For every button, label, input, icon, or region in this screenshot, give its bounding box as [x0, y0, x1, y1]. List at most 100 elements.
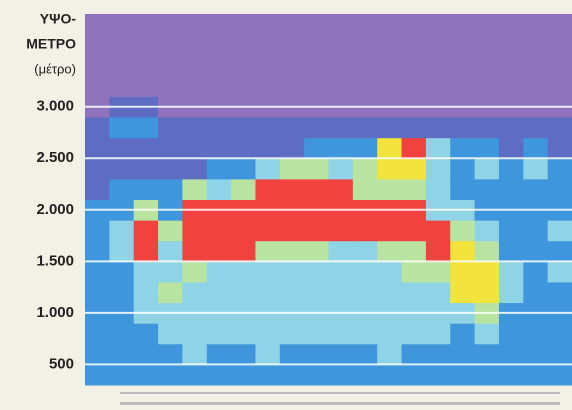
- heat-cell: [426, 261, 451, 282]
- heat-cell: [426, 282, 451, 303]
- heat-cell: [109, 241, 134, 262]
- heat-cell: [207, 282, 232, 303]
- heat-cell: [255, 179, 280, 200]
- heat-cell: [280, 261, 305, 282]
- heat-cell: [402, 323, 427, 344]
- heat-cell: [329, 179, 354, 200]
- heat-cell: [499, 241, 524, 262]
- heat-cell: [475, 282, 500, 303]
- heat-cell: [85, 55, 110, 76]
- heat-cell: [255, 14, 280, 35]
- heat-cell: [85, 117, 110, 138]
- heat-cell: [280, 323, 305, 344]
- heat-cell: [280, 14, 305, 35]
- heat-cell: [280, 220, 305, 241]
- heat-cell: [377, 14, 402, 35]
- heat-cell: [109, 138, 134, 159]
- heat-cell: [475, 179, 500, 200]
- heat-cell: [450, 14, 475, 35]
- heat-cell: [109, 76, 134, 97]
- heat-cell: [109, 261, 134, 282]
- title-line: ΥΨΟ-: [40, 11, 77, 27]
- heat-cell: [109, 344, 134, 365]
- heat-cell: [304, 35, 329, 56]
- heat-cell: [255, 220, 280, 241]
- heat-cell: [231, 55, 256, 76]
- heat-cell: [402, 14, 427, 35]
- heat-cell: [304, 323, 329, 344]
- heat-cell: [134, 138, 159, 159]
- y-tick-label: 2.000: [36, 201, 74, 218]
- heat-cell: [85, 323, 110, 344]
- heat-cell: [231, 35, 256, 56]
- heat-cell: [402, 35, 427, 56]
- heat-cell: [134, 55, 159, 76]
- heat-cell: [329, 364, 354, 385]
- heat-cell: [85, 76, 110, 97]
- heat-cell: [475, 117, 500, 138]
- heat-cell: [475, 35, 500, 56]
- heat-cell: [353, 117, 378, 138]
- heat-cell: [523, 55, 548, 76]
- heat-cell: [182, 35, 207, 56]
- heat-cell: [499, 220, 524, 241]
- heat-cell: [207, 220, 232, 241]
- heat-cell: [134, 179, 159, 200]
- heat-cell: [207, 138, 232, 159]
- heat-cell: [85, 364, 110, 385]
- heat-cell: [134, 14, 159, 35]
- heat-cell: [450, 364, 475, 385]
- heat-cell: [499, 138, 524, 159]
- heat-cell: [499, 117, 524, 138]
- heat-cell: [255, 138, 280, 159]
- heat-cell: [280, 158, 305, 179]
- heat-cell: [158, 241, 183, 262]
- heat-cell: [255, 241, 280, 262]
- heat-cell: [85, 344, 110, 365]
- heat-cell: [280, 117, 305, 138]
- heat-cell: [402, 364, 427, 385]
- heat-cell: [523, 323, 548, 344]
- heat-cell: [158, 158, 183, 179]
- heat-cell: [475, 220, 500, 241]
- heat-cell: [231, 364, 256, 385]
- heat-cell: [182, 323, 207, 344]
- heat-cell: [134, 364, 159, 385]
- heat-cell: [450, 76, 475, 97]
- heat-cell: [182, 76, 207, 97]
- heat-cell: [231, 261, 256, 282]
- heat-cell: [158, 179, 183, 200]
- heat-cell: [182, 138, 207, 159]
- heat-cell: [548, 158, 572, 179]
- heat-cell: [134, 76, 159, 97]
- heat-cell: [426, 76, 451, 97]
- heat-cell: [182, 220, 207, 241]
- heat-cell: [207, 76, 232, 97]
- heat-cell: [499, 76, 524, 97]
- heat-cell: [255, 35, 280, 56]
- heat-cell: [231, 282, 256, 303]
- heat-cell: [134, 158, 159, 179]
- heat-cell: [255, 117, 280, 138]
- heat-cell: [109, 282, 134, 303]
- heat-cell: [523, 138, 548, 159]
- heat-cell: [158, 55, 183, 76]
- heat-cell: [134, 344, 159, 365]
- heat-cell: [134, 282, 159, 303]
- heat-cell: [304, 14, 329, 35]
- heat-cell: [182, 55, 207, 76]
- heat-cell: [158, 35, 183, 56]
- heat-cell: [353, 35, 378, 56]
- heat-cell: [134, 323, 159, 344]
- heat-cell: [85, 261, 110, 282]
- heat-cell: [304, 117, 329, 138]
- heat-cell: [353, 344, 378, 365]
- heat-cell: [207, 117, 232, 138]
- heat-cell: [402, 241, 427, 262]
- heat-cell: [402, 282, 427, 303]
- heat-cell: [377, 76, 402, 97]
- heat-cell: [426, 138, 451, 159]
- heat-cell: [523, 76, 548, 97]
- heat-cell: [402, 158, 427, 179]
- heat-cell: [548, 35, 572, 56]
